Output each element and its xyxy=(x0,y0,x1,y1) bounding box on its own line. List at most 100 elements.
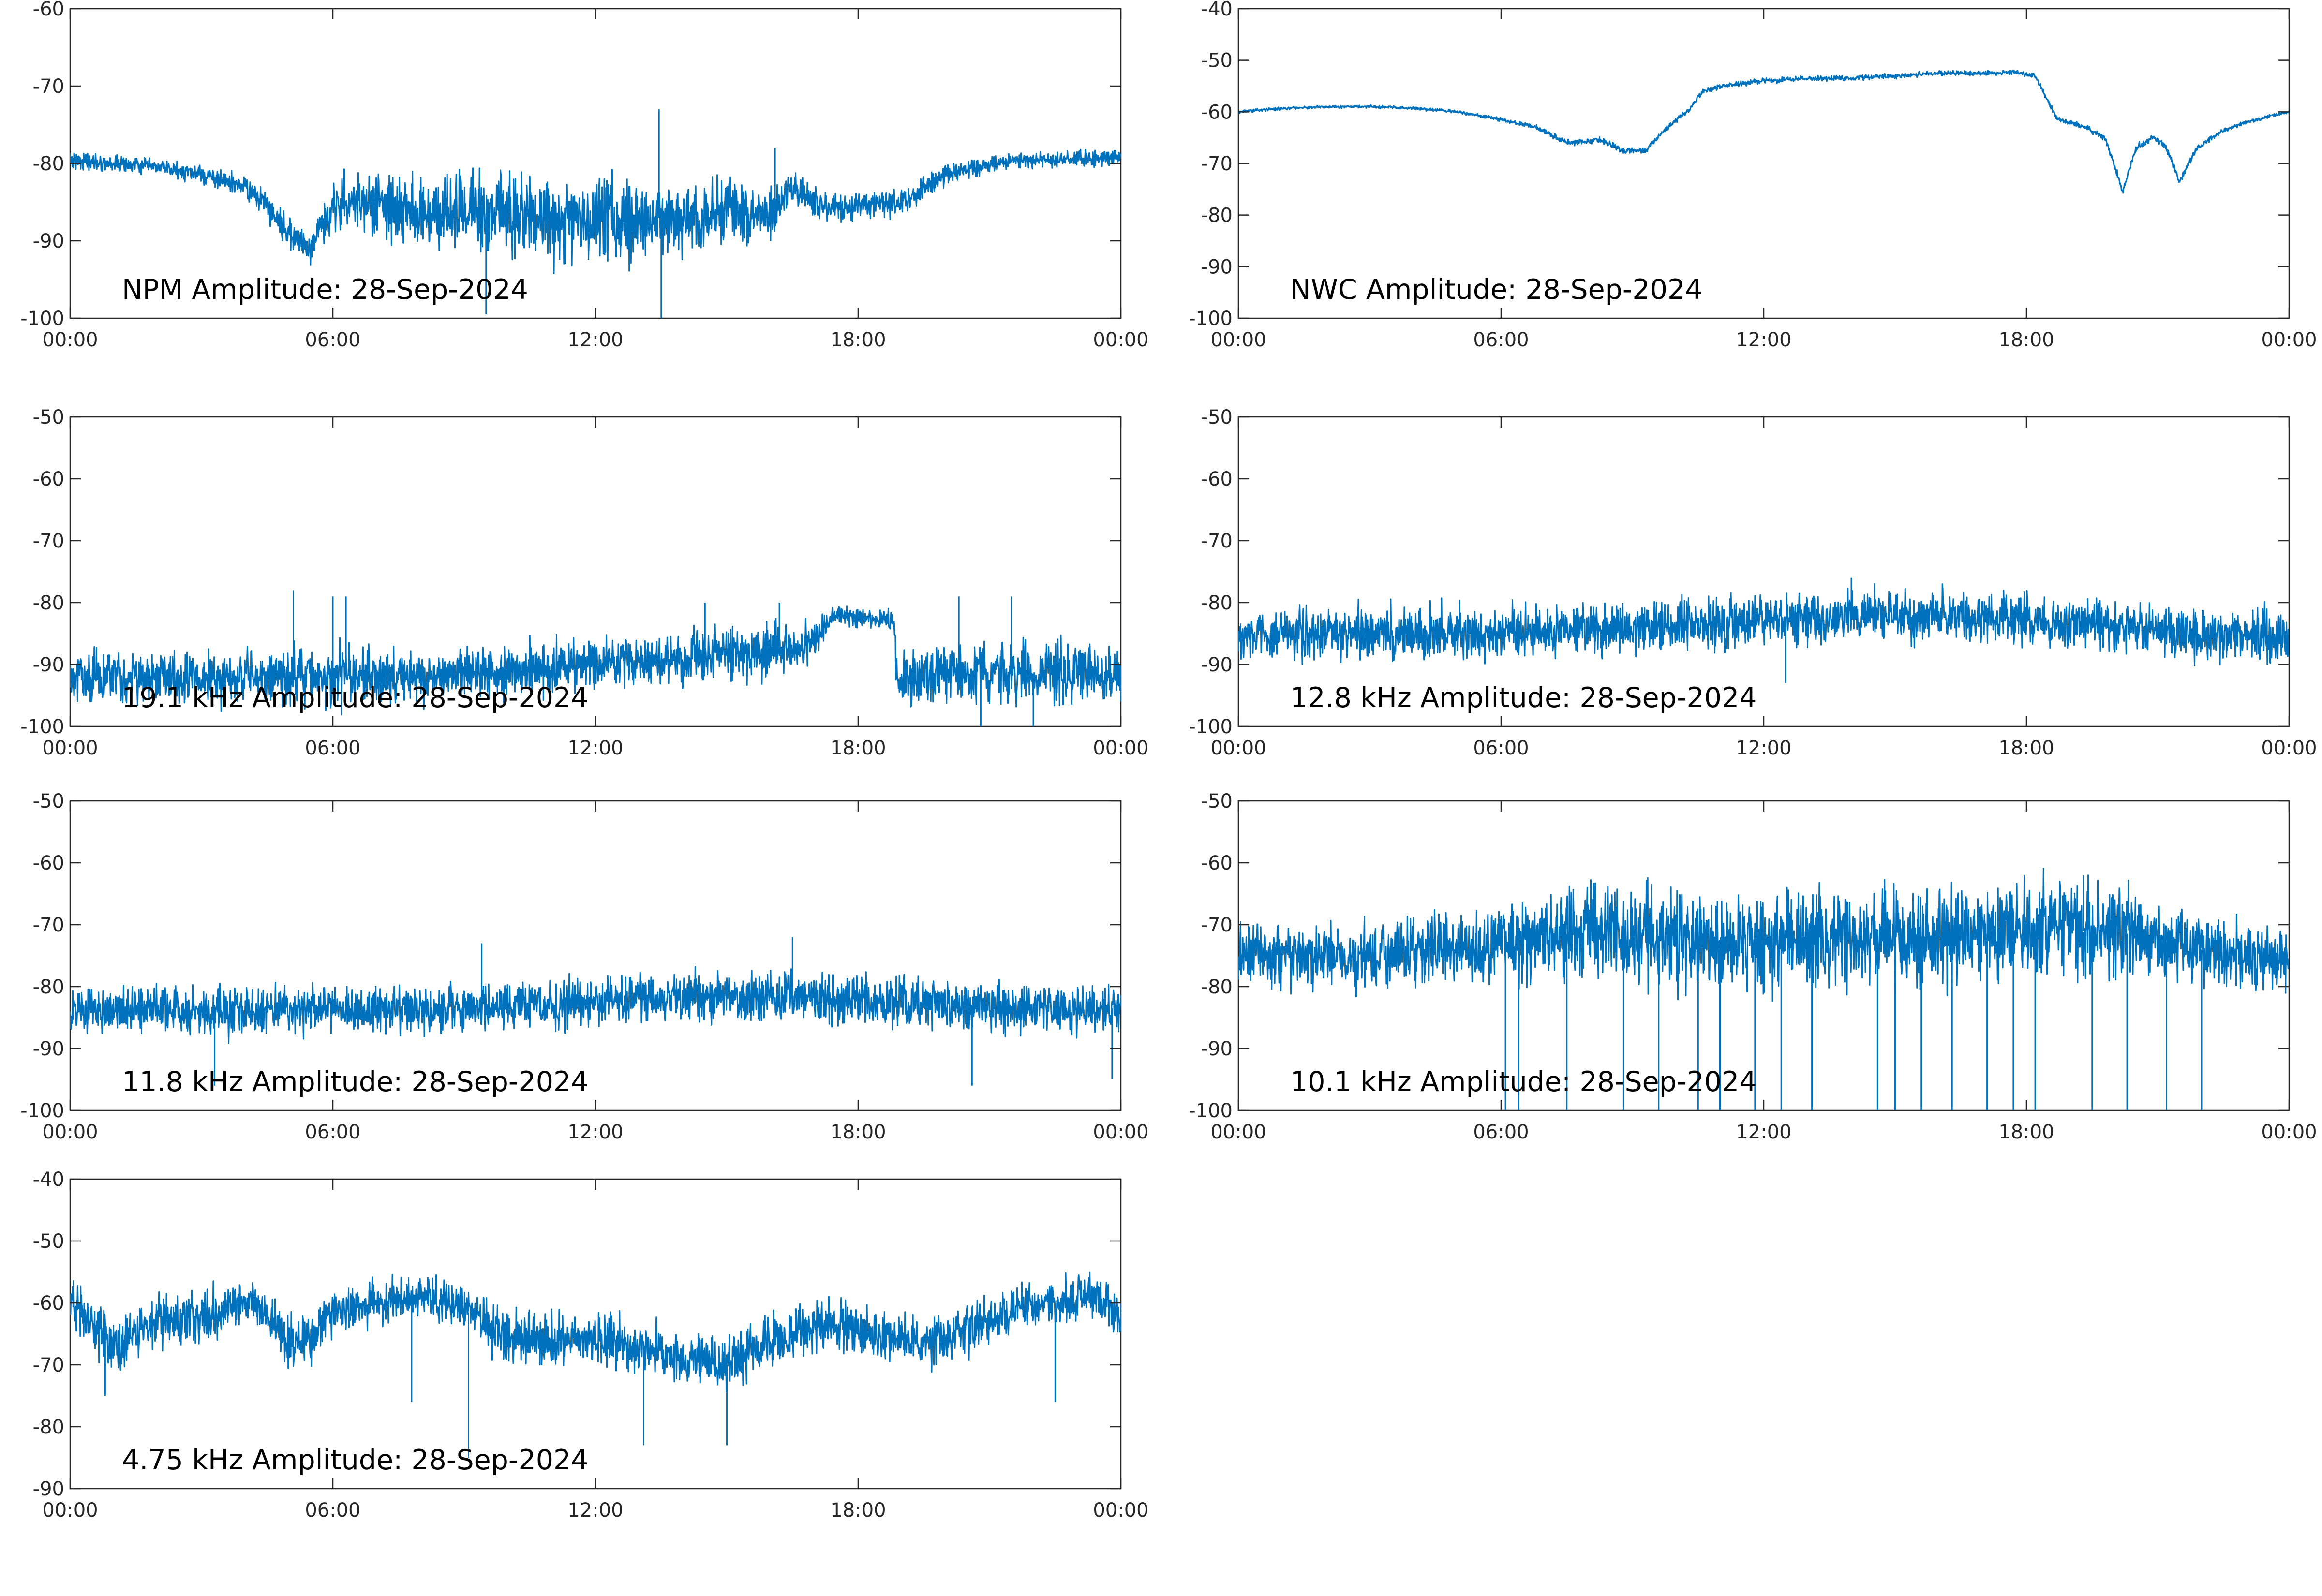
y-tick-label: -100 xyxy=(1189,308,1233,330)
y-tick-label: -70 xyxy=(33,530,64,552)
y-tick-label: -50 xyxy=(33,406,64,429)
axes-box xyxy=(1237,416,2290,727)
y-tick-label: -90 xyxy=(33,1038,64,1060)
y-tick-label: -80 xyxy=(33,153,64,175)
x-tick-label: 06:00 xyxy=(305,1121,360,1143)
x-tick-label: 12:00 xyxy=(1736,329,1791,351)
panel-title: 12.8 kHz Amplitude: 28-Sep-2024 xyxy=(1290,682,1757,714)
series-line xyxy=(1238,868,2289,1002)
y-tick-label: -90 xyxy=(33,1478,64,1500)
y-tick-label: -60 xyxy=(33,1292,64,1315)
x-tick-label: 12:00 xyxy=(1736,1121,1791,1143)
x-tick-label: 18:00 xyxy=(1998,329,2054,351)
y-tick-label: -80 xyxy=(1201,205,1233,227)
y-tick-label: -60 xyxy=(1201,852,1233,874)
y-tick-label: -50 xyxy=(33,790,64,813)
x-tick-label: 00:00 xyxy=(2261,1121,2317,1143)
y-tick-label: -60 xyxy=(33,468,64,490)
x-tick-label: 00:00 xyxy=(1093,1121,1148,1143)
y-tick-label: -70 xyxy=(1201,530,1233,552)
y-tick-label: -80 xyxy=(33,976,64,998)
x-tick-label: 18:00 xyxy=(1998,1121,2054,1143)
y-tick-label: -80 xyxy=(33,1416,64,1438)
panel-title: 10.1 kHz Amplitude: 28-Sep-2024 xyxy=(1290,1066,1757,1098)
x-tick-label: 06:00 xyxy=(305,1499,360,1522)
series-line xyxy=(70,605,1121,716)
y-tick-label: -90 xyxy=(1201,256,1233,278)
series-line xyxy=(1238,583,2289,666)
y-tick-label: -80 xyxy=(1201,976,1233,998)
y-tick-label: -80 xyxy=(33,592,64,614)
x-tick-label: 18:00 xyxy=(830,737,886,759)
x-tick-label: 12:00 xyxy=(1736,737,1791,759)
x-tick-label: 00:00 xyxy=(1093,329,1148,351)
y-tick-label: -60 xyxy=(1201,101,1233,123)
y-tick-label: -40 xyxy=(1201,0,1233,20)
x-tick-label: 06:00 xyxy=(1473,1121,1529,1143)
y-tick-label: -50 xyxy=(1201,406,1233,429)
y-tick-label: -100 xyxy=(20,716,64,738)
x-tick-label: 00:00 xyxy=(42,737,98,759)
y-tick-label: -70 xyxy=(33,1354,64,1376)
y-tick-label: -50 xyxy=(1201,790,1233,813)
y-tick-label: -60 xyxy=(33,852,64,874)
x-tick-label: 00:00 xyxy=(2261,737,2317,759)
y-tick-label: -50 xyxy=(1201,50,1233,72)
panel-title: NPM Amplitude: 28-Sep-2024 xyxy=(122,274,528,306)
y-tick-label: -70 xyxy=(33,914,64,936)
x-tick-label: 12:00 xyxy=(567,1121,623,1143)
x-tick-label: 18:00 xyxy=(830,329,886,351)
x-tick-label: 00:00 xyxy=(1210,1121,1266,1143)
axes-box xyxy=(69,8,1122,319)
y-tick-label: -90 xyxy=(33,230,64,252)
x-tick-label: 12:00 xyxy=(567,737,623,759)
x-tick-label: 06:00 xyxy=(305,737,360,759)
series-line xyxy=(70,966,1121,1044)
y-tick-label: -60 xyxy=(33,0,64,20)
y-tick-label: -100 xyxy=(1189,716,1233,738)
panel-title: NWC Amplitude: 28-Sep-2024 xyxy=(1290,274,1703,306)
x-tick-label: 00:00 xyxy=(42,1499,98,1522)
y-tick-label: -70 xyxy=(1201,153,1233,175)
y-tick-label: -100 xyxy=(20,308,64,330)
series-line xyxy=(1238,69,2289,194)
x-tick-label: 00:00 xyxy=(1210,329,1266,351)
y-tick-label: -90 xyxy=(1201,654,1233,676)
panel-title: 4.75 kHz Amplitude: 28-Sep-2024 xyxy=(122,1444,589,1476)
y-tick-label: -100 xyxy=(20,1100,64,1122)
series-line xyxy=(70,1271,1121,1392)
x-tick-label: 00:00 xyxy=(42,1121,98,1143)
y-tick-label: -80 xyxy=(1201,592,1233,614)
y-tick-label: -70 xyxy=(1201,914,1233,936)
y-tick-label: -90 xyxy=(1201,1038,1233,1060)
x-tick-label: 18:00 xyxy=(830,1499,886,1522)
x-tick-label: 00:00 xyxy=(1210,737,1266,759)
y-tick-label: -50 xyxy=(33,1230,64,1253)
x-tick-label: 18:00 xyxy=(830,1121,886,1143)
x-tick-label: 12:00 xyxy=(567,329,623,351)
x-tick-label: 00:00 xyxy=(42,329,98,351)
y-tick-label: -100 xyxy=(1189,1100,1233,1122)
x-tick-label: 12:00 xyxy=(567,1499,623,1522)
x-tick-label: 18:00 xyxy=(1998,737,2054,759)
axes-box xyxy=(69,800,1122,1111)
panel-title: 19.1 kHz Amplitude: 28-Sep-2024 xyxy=(122,682,589,714)
x-tick-label: 00:00 xyxy=(1093,737,1148,759)
panel-title: 11.8 kHz Amplitude: 28-Sep-2024 xyxy=(122,1066,589,1098)
series-line xyxy=(70,148,1121,275)
x-tick-label: 06:00 xyxy=(1473,737,1529,759)
y-tick-label: -60 xyxy=(1201,468,1233,490)
x-tick-label: 06:00 xyxy=(1473,329,1529,351)
y-tick-label: -40 xyxy=(33,1168,64,1191)
y-tick-label: -70 xyxy=(33,75,64,98)
y-tick-label: -90 xyxy=(33,654,64,676)
x-tick-label: 06:00 xyxy=(305,329,360,351)
